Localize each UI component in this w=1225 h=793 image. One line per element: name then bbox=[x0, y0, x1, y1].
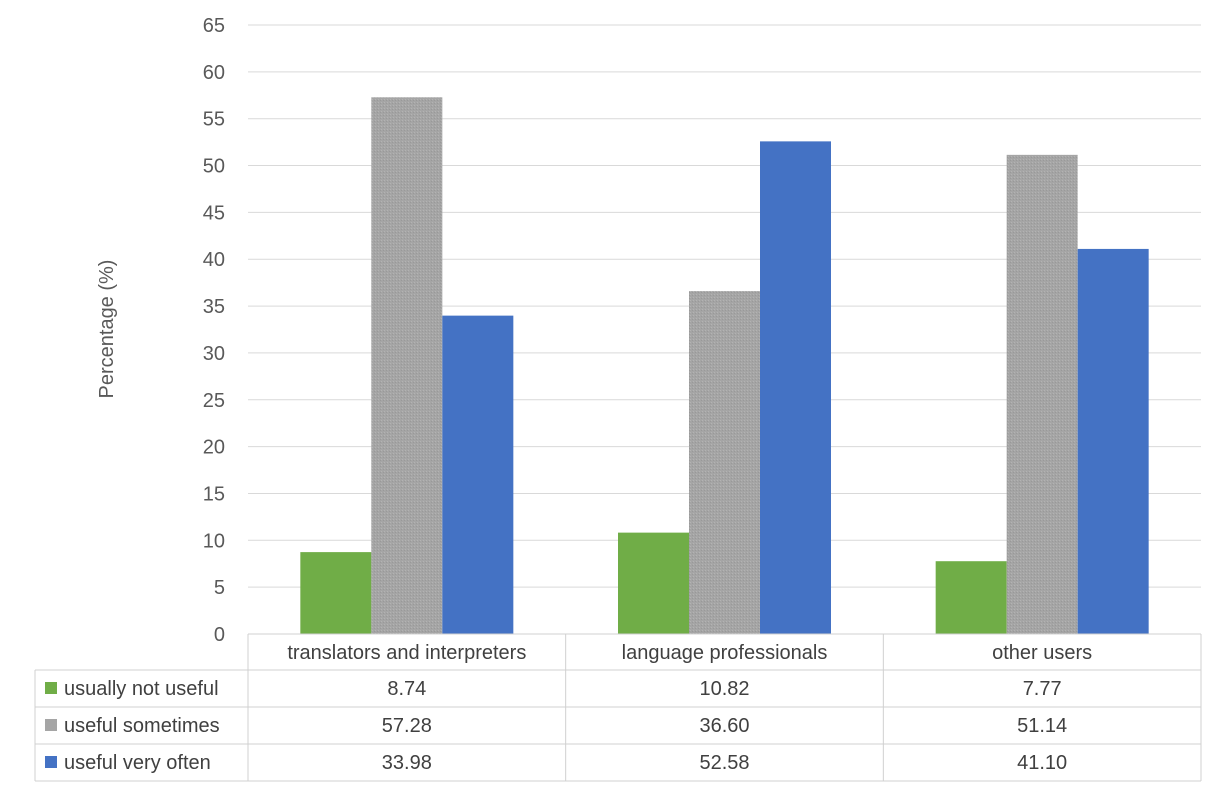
data-table-value: 41.10 bbox=[1017, 752, 1067, 774]
y-tick-label: 65 bbox=[203, 15, 225, 37]
bar bbox=[618, 532, 689, 634]
y-tick-label: 15 bbox=[203, 483, 225, 505]
category-label: language professionals bbox=[622, 642, 828, 664]
y-tick-label: 55 bbox=[203, 109, 225, 131]
bar bbox=[371, 97, 443, 635]
bar bbox=[760, 141, 831, 634]
legend-swatch bbox=[45, 719, 57, 731]
y-tick-label: 20 bbox=[203, 437, 225, 459]
legend-label: useful very often bbox=[64, 752, 211, 774]
y-tick-label: 40 bbox=[203, 249, 225, 271]
bar bbox=[689, 291, 760, 634]
y-tick-label: 10 bbox=[203, 530, 225, 552]
y-axis-title: Percentage (%) bbox=[96, 260, 118, 399]
y-tick-label: 30 bbox=[203, 343, 225, 365]
y-axis-tick-labels: 0 5 10 15 20 25 30 35 40 45 50 55 60 65 bbox=[203, 15, 225, 646]
bar bbox=[1077, 248, 1149, 634]
y-tick-label: 0 bbox=[214, 624, 225, 646]
data-table-value: 52.58 bbox=[699, 752, 749, 774]
legend-label: usually not useful bbox=[64, 678, 219, 700]
legend-swatch bbox=[45, 682, 57, 694]
y-tick-label: 60 bbox=[203, 62, 225, 84]
bars bbox=[300, 97, 1149, 635]
data-table: translators and interpreters language pro… bbox=[34, 633, 1202, 782]
data-table-value: 36.60 bbox=[699, 715, 749, 737]
y-tick-label: 45 bbox=[203, 202, 225, 224]
y-tick-label: 25 bbox=[203, 390, 225, 412]
bar bbox=[935, 561, 1007, 634]
category-label: translators and interpreters bbox=[287, 642, 526, 664]
bar bbox=[300, 552, 372, 634]
category-label: other users bbox=[992, 642, 1092, 664]
data-table-value: 8.74 bbox=[387, 678, 426, 700]
y-tick-label: 5 bbox=[214, 577, 225, 599]
data-table-value: 7.77 bbox=[1023, 678, 1062, 700]
data-table-value: 51.14 bbox=[1017, 715, 1067, 737]
data-table-value: 33.98 bbox=[382, 752, 432, 774]
bar bbox=[1006, 154, 1078, 634]
y-tick-label: 50 bbox=[203, 156, 225, 178]
data-table-value: 10.82 bbox=[699, 678, 749, 700]
legend-swatch bbox=[45, 756, 57, 768]
data-table-value: 57.28 bbox=[382, 715, 432, 737]
y-tick-label: 35 bbox=[203, 296, 225, 318]
bar bbox=[442, 315, 514, 634]
legend-label: useful sometimes bbox=[64, 715, 220, 737]
